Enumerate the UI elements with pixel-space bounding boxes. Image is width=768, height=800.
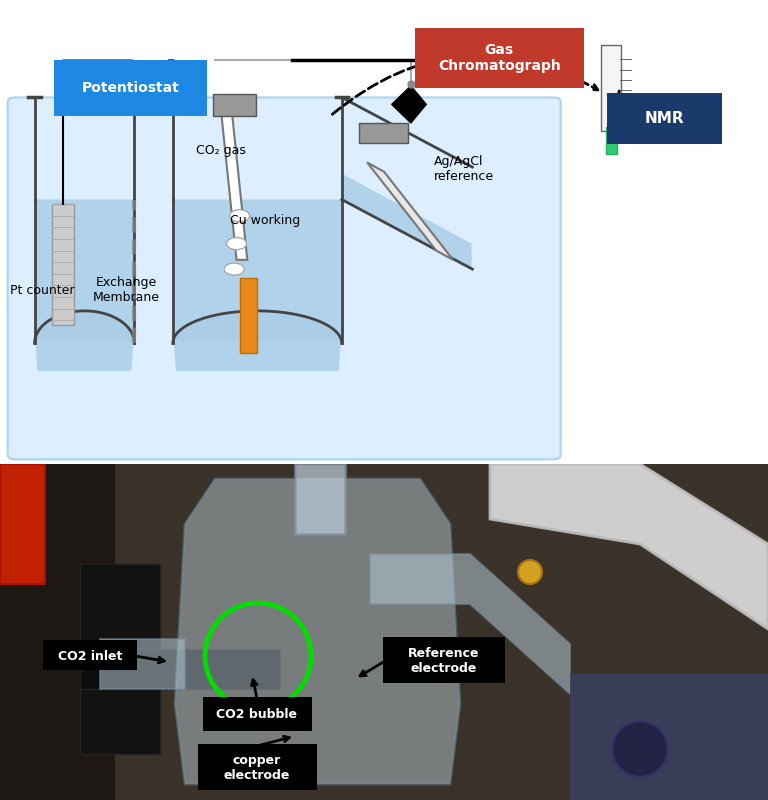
FancyBboxPatch shape bbox=[203, 697, 312, 731]
Polygon shape bbox=[174, 199, 341, 371]
Circle shape bbox=[227, 238, 247, 250]
Polygon shape bbox=[490, 464, 768, 629]
FancyBboxPatch shape bbox=[43, 640, 137, 670]
Text: NMR: NMR bbox=[644, 111, 684, 126]
Polygon shape bbox=[100, 639, 185, 689]
Text: Ag/AgCl
reference: Ag/AgCl reference bbox=[434, 155, 494, 183]
Text: Reference
electrode: Reference electrode bbox=[409, 647, 480, 675]
Text: CO₂ gas: CO₂ gas bbox=[196, 144, 246, 158]
Text: Cu working: Cu working bbox=[230, 214, 300, 227]
Circle shape bbox=[224, 263, 244, 275]
FancyBboxPatch shape bbox=[198, 744, 317, 790]
Text: CO2 bubble: CO2 bubble bbox=[217, 709, 297, 722]
Circle shape bbox=[230, 210, 250, 222]
FancyBboxPatch shape bbox=[8, 98, 561, 459]
FancyBboxPatch shape bbox=[54, 60, 207, 116]
Text: Pt counter: Pt counter bbox=[10, 283, 74, 297]
Text: copper
electrode: copper electrode bbox=[223, 754, 290, 782]
FancyBboxPatch shape bbox=[607, 93, 722, 144]
FancyBboxPatch shape bbox=[0, 464, 768, 800]
Text: Potentiostat: Potentiostat bbox=[81, 81, 180, 95]
FancyBboxPatch shape bbox=[240, 278, 257, 353]
Polygon shape bbox=[35, 199, 134, 371]
Polygon shape bbox=[367, 162, 453, 260]
FancyBboxPatch shape bbox=[601, 46, 621, 131]
Polygon shape bbox=[370, 554, 570, 694]
FancyBboxPatch shape bbox=[415, 28, 584, 88]
Circle shape bbox=[518, 560, 542, 584]
Text: CO2 inlet: CO2 inlet bbox=[58, 650, 122, 662]
Text: Exchange
Membrane: Exchange Membrane bbox=[93, 276, 161, 304]
FancyBboxPatch shape bbox=[295, 464, 345, 534]
FancyBboxPatch shape bbox=[383, 637, 505, 683]
Text: Gas
Chromatograph: Gas Chromatograph bbox=[438, 43, 561, 73]
Polygon shape bbox=[175, 479, 460, 784]
FancyBboxPatch shape bbox=[52, 204, 74, 325]
FancyBboxPatch shape bbox=[0, 464, 115, 800]
FancyBboxPatch shape bbox=[359, 123, 408, 143]
Polygon shape bbox=[343, 174, 472, 269]
FancyBboxPatch shape bbox=[570, 674, 768, 800]
FancyBboxPatch shape bbox=[80, 649, 280, 689]
FancyBboxPatch shape bbox=[606, 127, 617, 154]
Polygon shape bbox=[0, 464, 45, 584]
Circle shape bbox=[612, 721, 668, 777]
FancyBboxPatch shape bbox=[80, 564, 160, 754]
FancyBboxPatch shape bbox=[213, 94, 256, 115]
Polygon shape bbox=[220, 98, 247, 260]
Polygon shape bbox=[392, 86, 426, 123]
